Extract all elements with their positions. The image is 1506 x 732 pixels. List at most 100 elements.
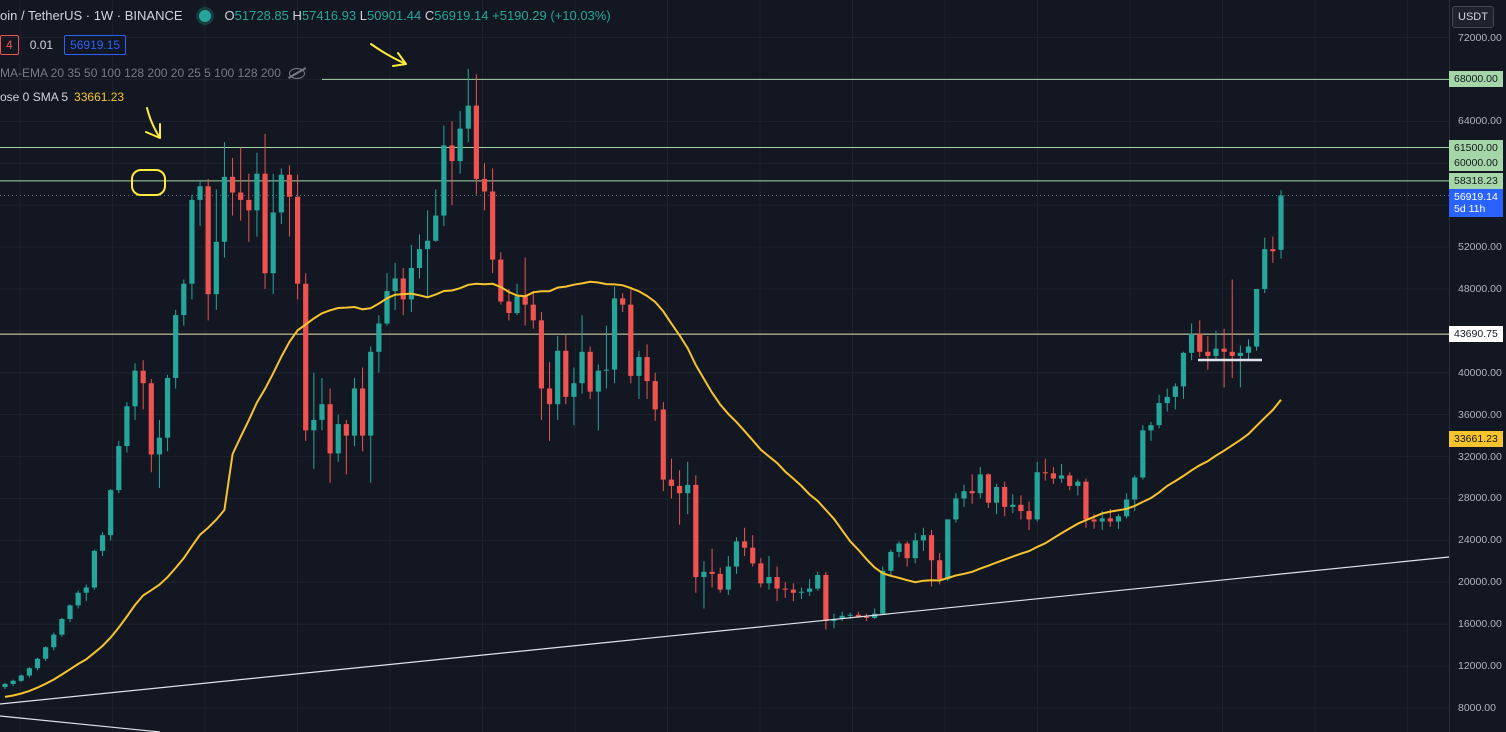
candle-body [473, 105, 479, 179]
price-tag[interactable]: 60000.00 [1449, 155, 1503, 172]
candle-body [173, 315, 179, 378]
candle-body [335, 424, 341, 454]
candle-body [1262, 249, 1268, 289]
symbol-legend[interactable]: oin / TetherUS · 1W · BINANCE O51728.85 … [0, 8, 611, 23]
axis-tick-label: 32000.00 [1458, 450, 1502, 463]
candle-body [189, 199, 195, 284]
candle-body [985, 474, 992, 503]
ohlc-values: O51728.85 H57416.93 L50901.44 C56919.14 … [224, 8, 611, 23]
candle-body [807, 588, 813, 592]
ema-indicator-label: MA-EMA 20 35 50 100 128 200 20 25 5 100 … [0, 66, 281, 80]
candle-body [481, 178, 488, 192]
candle-body [1107, 518, 1113, 522]
candle-body [693, 484, 699, 578]
sma-indicator-legend[interactable]: ose 0 SMA 5 33661.23 [0, 90, 124, 104]
price-tag[interactable]: 33661.23 [1449, 431, 1503, 448]
candle-body [368, 351, 374, 436]
candle-body [1010, 504, 1016, 507]
candle-body [1213, 348, 1219, 356]
candle-body [303, 283, 309, 431]
candle-body [278, 174, 284, 213]
candle-body [1091, 519, 1097, 522]
candle-body [1075, 481, 1081, 486]
candle-body [555, 350, 561, 405]
candle-body [343, 424, 349, 436]
candle-body [34, 658, 41, 669]
candle-body [961, 491, 967, 499]
candle-body [660, 409, 666, 480]
buy-button[interactable]: 56919.15 [64, 35, 127, 55]
candle-body [140, 370, 146, 384]
candle-body [294, 196, 301, 284]
candle-body [1058, 475, 1065, 479]
candle-body [164, 377, 171, 438]
price-tag[interactable]: 61500.00 [1449, 139, 1503, 156]
axis-tick-label: 12000.00 [1458, 660, 1502, 673]
candle-body [408, 267, 414, 300]
candle-body [1140, 430, 1146, 478]
candle-body [319, 404, 325, 420]
candle-body [67, 605, 73, 619]
candle-body [1180, 352, 1187, 387]
candle-body [156, 437, 163, 455]
candle-body [969, 491, 975, 494]
candle-body [514, 296, 520, 314]
candle-body [587, 351, 593, 392]
candle-body [498, 259, 504, 302]
support-trendline [0, 556, 1449, 705]
candle-body [425, 240, 431, 250]
candle-body [758, 563, 764, 584]
candle-body [538, 320, 545, 389]
candle-body [652, 381, 658, 410]
candle-body [433, 215, 439, 241]
price-tag[interactable]: 68000.00 [1449, 71, 1503, 88]
candle-body [490, 191, 496, 260]
price-tag[interactable]: 43690.75 [1449, 326, 1503, 343]
hidden-eye-icon[interactable] [288, 67, 305, 79]
candle-body [709, 571, 715, 574]
candle-body [441, 145, 447, 216]
candle-body [1237, 352, 1243, 356]
price-tag[interactable]: 56919.14 5d 11h [1449, 189, 1503, 218]
currency-button[interactable]: USDT [1452, 6, 1494, 28]
candle-body [628, 304, 634, 376]
candle-body [221, 176, 228, 242]
candle-body [530, 304, 536, 321]
candle-body [741, 541, 748, 548]
candle-body [1132, 477, 1138, 500]
candle-body [701, 571, 707, 578]
symbol-title[interactable]: oin / TetherUS · 1W · BINANCE [0, 8, 183, 23]
candle-body [953, 498, 959, 520]
candle-body [725, 566, 731, 590]
candle-body [51, 634, 57, 648]
candle-body [1042, 472, 1048, 474]
price-tag[interactable]: 58318.23 [1449, 172, 1503, 189]
price-axis[interactable]: 72000.00 64000.00 52000.00 48000.00 40000.00… [1449, 0, 1506, 732]
candle-body [1229, 351, 1235, 356]
candle-body [1270, 249, 1276, 252]
axis-tick-label: 8000.00 [1458, 702, 1496, 714]
sma-indicator-value: 33661.23 [74, 90, 125, 104]
axis-tick-label: 40000.00 [1458, 366, 1502, 379]
sell-button[interactable]: 4 [0, 35, 19, 55]
candle-body [327, 404, 333, 454]
candle-body [815, 574, 821, 589]
candle-body [91, 550, 98, 588]
candle-body [197, 186, 203, 200]
candle-body [108, 490, 114, 536]
candle-body [262, 173, 268, 274]
order-row[interactable]: 4 0.01 56919.15 [0, 35, 127, 55]
price-chart[interactable] [0, 0, 1449, 732]
ema-indicator-legend[interactable]: MA-EMA 20 35 50 100 128 200 20 25 5 100 … [0, 66, 305, 80]
candle-body [1156, 403, 1162, 426]
candle-body [1034, 472, 1040, 520]
axis-tick-label: 24000.00 [1458, 534, 1502, 547]
candle-body [668, 479, 675, 486]
candle-body [546, 388, 553, 405]
candle-body [847, 614, 853, 616]
candle-body [384, 291, 390, 324]
candle-body [993, 486, 1000, 503]
candle-body [26, 668, 32, 676]
candle-body [43, 647, 49, 659]
candle-body [571, 383, 577, 397]
